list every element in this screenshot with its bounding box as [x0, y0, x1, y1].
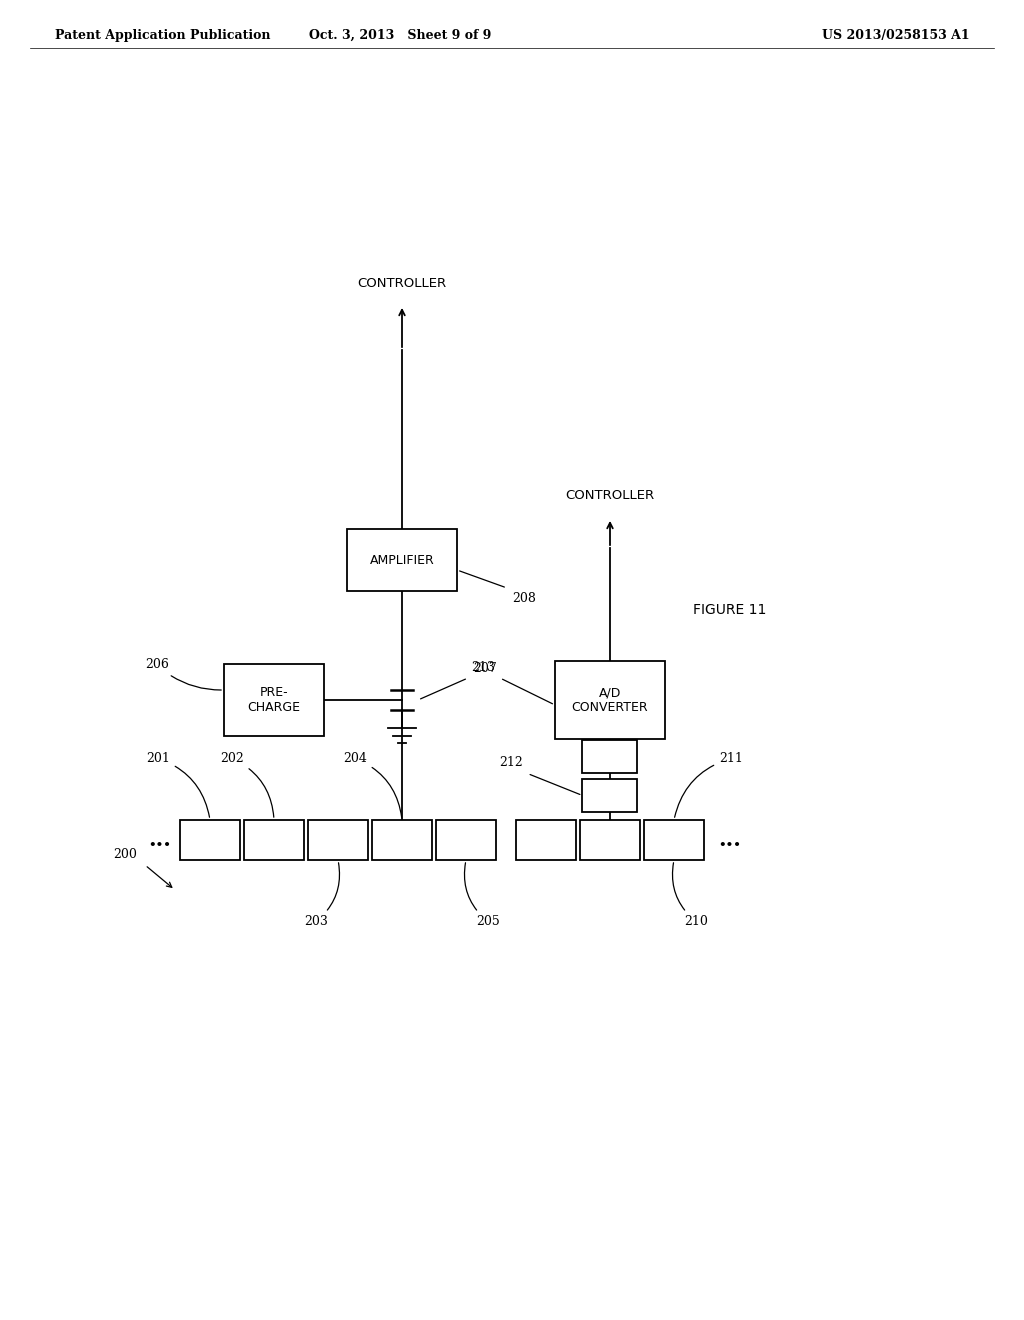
Text: Patent Application Publication: Patent Application Publication [55, 29, 270, 41]
Bar [436, 820, 496, 861]
Bar [583, 741, 638, 774]
Text: A/D
CONVERTER: A/D CONVERTER [571, 686, 648, 714]
Bar [580, 820, 640, 861]
Text: 206: 206 [145, 659, 221, 690]
Text: AMPLIFIER: AMPLIFIER [370, 553, 434, 566]
Bar [583, 779, 638, 812]
Text: CONTROLLER: CONTROLLER [357, 277, 446, 290]
Text: 207: 207 [473, 663, 497, 675]
Bar [308, 820, 368, 861]
Text: US 2013/0258153 A1: US 2013/0258153 A1 [822, 29, 970, 41]
Text: 211: 211 [675, 752, 742, 817]
Bar [644, 820, 705, 861]
Text: Oct. 3, 2013   Sheet 9 of 9: Oct. 3, 2013 Sheet 9 of 9 [309, 29, 492, 41]
Text: ...: ... [148, 829, 171, 851]
Text: ...: ... [719, 829, 741, 851]
Text: 208: 208 [512, 591, 536, 605]
Bar [180, 820, 240, 861]
Text: 210: 210 [673, 863, 708, 928]
Bar [224, 664, 324, 737]
Text: FIGURE 11: FIGURE 11 [693, 603, 767, 616]
Text: 204: 204 [343, 752, 401, 817]
Bar [347, 529, 457, 591]
Text: 202: 202 [220, 752, 273, 817]
Bar [555, 661, 665, 739]
Text: 200: 200 [113, 849, 137, 862]
Bar [244, 820, 304, 861]
Bar [372, 820, 432, 861]
Text: 203: 203 [304, 863, 340, 928]
Text: 205: 205 [465, 863, 500, 928]
Text: 201: 201 [146, 752, 210, 817]
Text: 212: 212 [499, 756, 522, 770]
Text: PRE-
CHARGE: PRE- CHARGE [248, 686, 300, 714]
Bar [516, 820, 575, 861]
Text: 213: 213 [471, 661, 495, 675]
Text: CONTROLLER: CONTROLLER [565, 488, 654, 502]
